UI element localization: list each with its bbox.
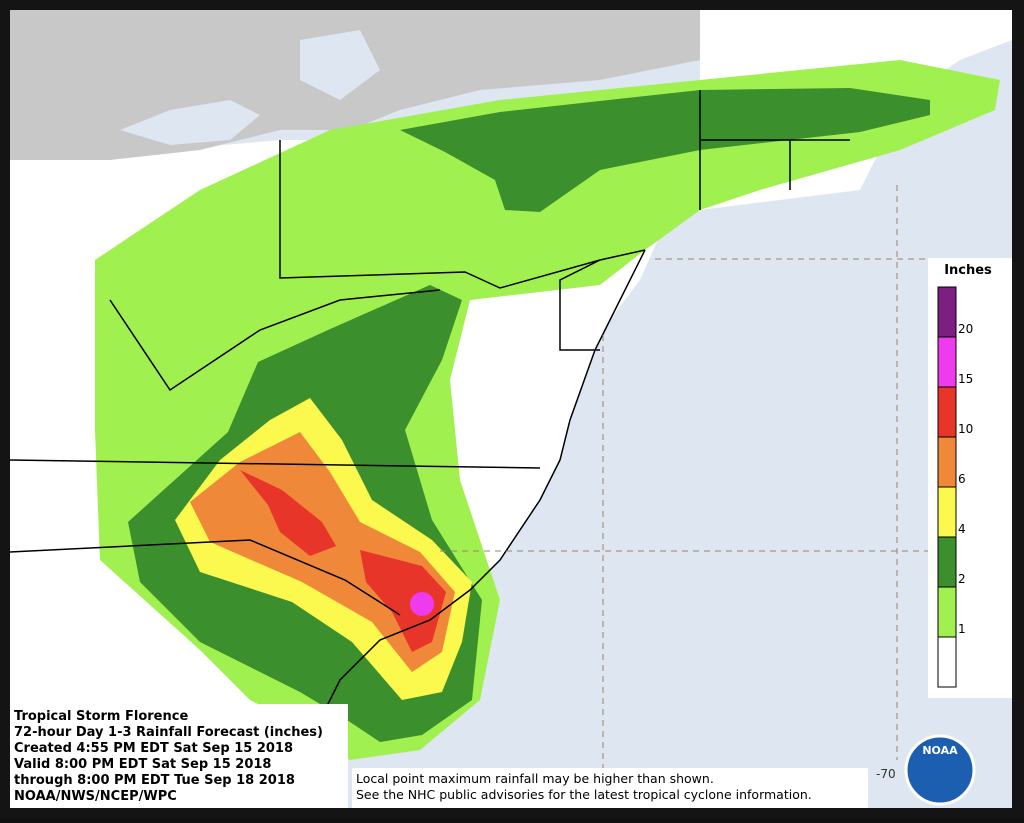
legend-label: 2: [958, 572, 966, 586]
rain-6in: [190, 432, 455, 672]
legend-label: 15: [958, 372, 973, 386]
caption-box: [10, 704, 348, 808]
legend-label: 20: [958, 322, 973, 336]
longitude-label: -70: [876, 767, 896, 781]
note-line: See the NHC public advisories for the la…: [356, 787, 812, 802]
caption-line: through 8:00 PM EDT Tue Sep 18 2018: [14, 773, 295, 788]
rain-15in: [410, 592, 434, 616]
rain-10in: [240, 470, 446, 652]
legend-swatch: [937, 286, 957, 338]
borders: [9, 90, 850, 616]
caption-line: Tropical Storm Florence: [14, 709, 188, 724]
legend-label: 1: [958, 622, 966, 636]
legend-label: 10: [958, 422, 973, 436]
legend-swatch: [937, 386, 957, 438]
legend-label: 6: [958, 472, 966, 486]
legend-swatch: [937, 636, 957, 688]
note-line: Local point maximum rainfall may be high…: [356, 771, 714, 786]
legend-swatch: [937, 436, 957, 488]
graticule: [440, 185, 930, 770]
legend-label: 4: [958, 522, 966, 536]
legend-swatch: [937, 486, 957, 538]
caption-line: NOAA/NWS/NCEP/WPC: [14, 789, 177, 804]
notes: Local point maximum rainfall may be high…: [356, 771, 812, 802]
legend: 20 15 10 6 4 2 1: [937, 286, 973, 688]
notes-box: [352, 768, 868, 808]
legend-swatch: [937, 536, 957, 588]
lakes: [120, 30, 380, 145]
legend-swatch: [937, 336, 957, 388]
caption-line: Created 4:55 PM EDT Sat Sep 15 2018: [14, 741, 293, 756]
noaa-logo: [904, 734, 976, 806]
legend-title: Inches: [944, 263, 992, 278]
legend-swatch: [937, 586, 957, 638]
caption-line: 72-hour Day 1-3 Rainfall Forecast (inche…: [14, 725, 323, 740]
caption-line: Valid 8:00 PM EDT Sat Sep 15 2018: [14, 757, 271, 772]
logo-text: NOAA: [922, 744, 958, 757]
